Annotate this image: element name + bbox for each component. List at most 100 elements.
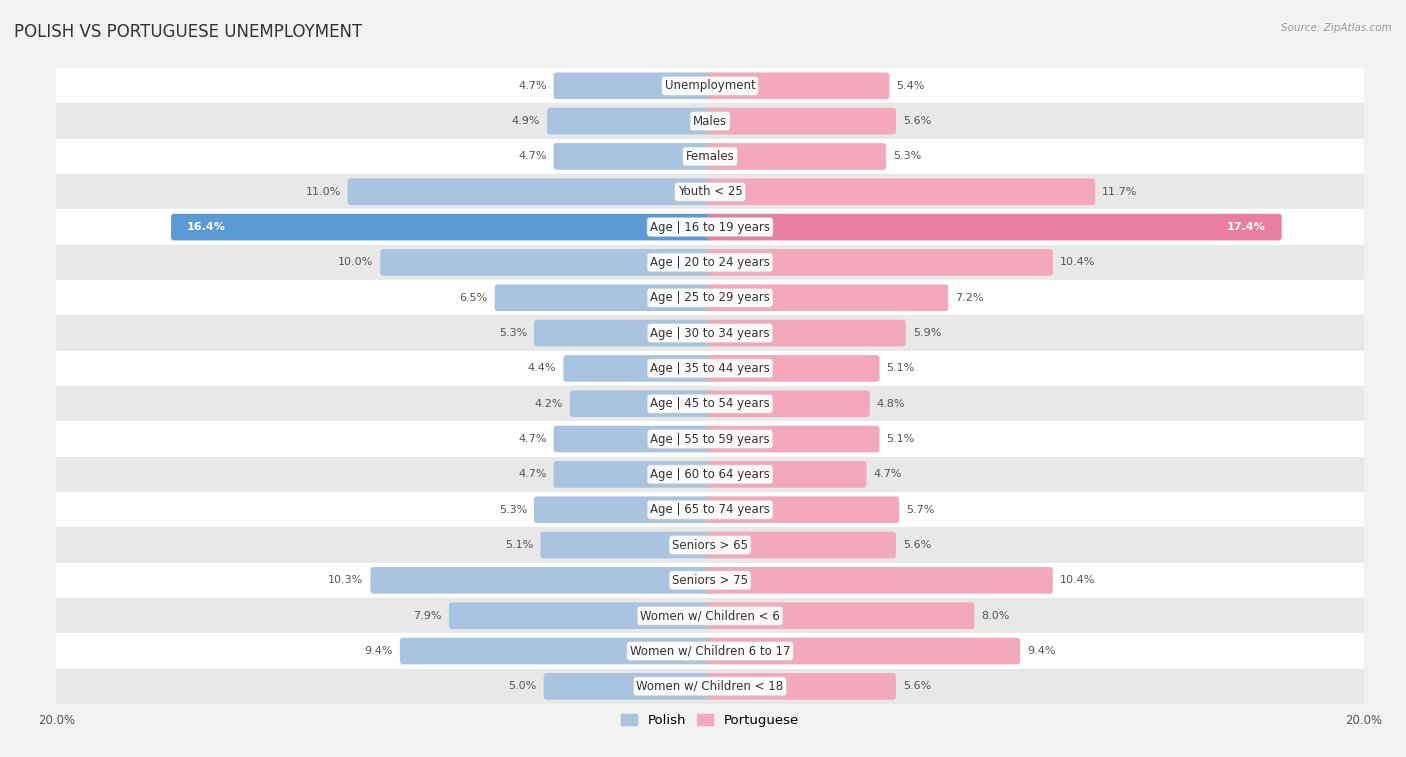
Text: Seniors > 65: Seniors > 65: [672, 538, 748, 552]
FancyBboxPatch shape: [172, 213, 713, 241]
Text: 10.4%: 10.4%: [1060, 575, 1095, 585]
FancyBboxPatch shape: [399, 637, 713, 665]
FancyBboxPatch shape: [707, 603, 974, 629]
FancyBboxPatch shape: [449, 603, 713, 629]
FancyBboxPatch shape: [569, 391, 713, 417]
FancyBboxPatch shape: [707, 143, 886, 170]
FancyBboxPatch shape: [554, 425, 713, 453]
Bar: [56, 210, 1364, 245]
Text: 5.0%: 5.0%: [509, 681, 537, 691]
Text: 5.7%: 5.7%: [905, 505, 935, 515]
Bar: [56, 68, 1364, 104]
Text: Age | 25 to 29 years: Age | 25 to 29 years: [650, 291, 770, 304]
Text: Age | 55 to 59 years: Age | 55 to 59 years: [650, 432, 770, 446]
Text: 4.7%: 4.7%: [873, 469, 903, 479]
Bar: [56, 316, 1364, 350]
Text: Females: Females: [686, 150, 734, 163]
FancyBboxPatch shape: [707, 673, 896, 699]
FancyBboxPatch shape: [564, 355, 713, 382]
FancyBboxPatch shape: [547, 107, 713, 135]
FancyBboxPatch shape: [707, 179, 1095, 205]
FancyBboxPatch shape: [707, 531, 896, 559]
Text: 4.7%: 4.7%: [517, 81, 547, 91]
FancyBboxPatch shape: [540, 531, 713, 559]
Bar: [56, 245, 1364, 280]
Text: 16.4%: 16.4%: [187, 222, 226, 232]
Text: 7.9%: 7.9%: [413, 611, 441, 621]
Text: 5.4%: 5.4%: [897, 81, 925, 91]
Text: 5.6%: 5.6%: [903, 116, 931, 126]
Text: 10.0%: 10.0%: [337, 257, 374, 267]
Bar: [56, 456, 1364, 492]
FancyBboxPatch shape: [495, 285, 713, 311]
Bar: [56, 562, 1364, 598]
Text: 9.4%: 9.4%: [1028, 646, 1056, 656]
Text: Age | 60 to 64 years: Age | 60 to 64 years: [650, 468, 770, 481]
Text: Males: Males: [693, 114, 727, 128]
Text: Age | 20 to 24 years: Age | 20 to 24 years: [650, 256, 770, 269]
Bar: [56, 280, 1364, 316]
FancyBboxPatch shape: [707, 425, 880, 453]
FancyBboxPatch shape: [554, 461, 713, 488]
Text: Age | 16 to 19 years: Age | 16 to 19 years: [650, 220, 770, 234]
Text: Age | 30 to 34 years: Age | 30 to 34 years: [650, 326, 770, 340]
FancyBboxPatch shape: [554, 143, 713, 170]
FancyBboxPatch shape: [707, 391, 870, 417]
Text: 11.7%: 11.7%: [1102, 187, 1137, 197]
FancyBboxPatch shape: [707, 355, 880, 382]
FancyBboxPatch shape: [707, 319, 905, 347]
Text: Women w/ Children 6 to 17: Women w/ Children 6 to 17: [630, 644, 790, 658]
Text: 8.0%: 8.0%: [981, 611, 1010, 621]
Text: 7.2%: 7.2%: [955, 293, 984, 303]
Bar: [56, 528, 1364, 562]
FancyBboxPatch shape: [544, 673, 713, 699]
Bar: [56, 104, 1364, 139]
FancyBboxPatch shape: [347, 179, 713, 205]
Text: 5.1%: 5.1%: [505, 540, 533, 550]
Legend: Polish, Portuguese: Polish, Portuguese: [616, 709, 804, 732]
Text: 10.3%: 10.3%: [328, 575, 364, 585]
FancyBboxPatch shape: [371, 567, 713, 593]
Text: 5.6%: 5.6%: [903, 681, 931, 691]
Bar: [56, 139, 1364, 174]
Text: Seniors > 75: Seniors > 75: [672, 574, 748, 587]
Text: 11.0%: 11.0%: [305, 187, 340, 197]
Bar: [56, 422, 1364, 456]
Text: 17.4%: 17.4%: [1227, 222, 1265, 232]
Text: 4.2%: 4.2%: [534, 399, 562, 409]
Text: 4.9%: 4.9%: [512, 116, 540, 126]
Text: 5.1%: 5.1%: [887, 363, 915, 373]
FancyBboxPatch shape: [707, 213, 1282, 241]
FancyBboxPatch shape: [534, 497, 713, 523]
Text: 4.4%: 4.4%: [527, 363, 557, 373]
Text: Age | 35 to 44 years: Age | 35 to 44 years: [650, 362, 770, 375]
FancyBboxPatch shape: [707, 285, 948, 311]
Text: 5.3%: 5.3%: [893, 151, 921, 161]
Text: 10.4%: 10.4%: [1060, 257, 1095, 267]
Text: Age | 65 to 74 years: Age | 65 to 74 years: [650, 503, 770, 516]
Bar: [56, 668, 1364, 704]
Text: Women w/ Children < 18: Women w/ Children < 18: [637, 680, 783, 693]
Text: Age | 45 to 54 years: Age | 45 to 54 years: [650, 397, 770, 410]
FancyBboxPatch shape: [707, 567, 1053, 593]
Text: 5.3%: 5.3%: [499, 328, 527, 338]
Text: 4.7%: 4.7%: [517, 151, 547, 161]
Text: 9.4%: 9.4%: [364, 646, 392, 656]
FancyBboxPatch shape: [380, 249, 713, 276]
Text: 5.1%: 5.1%: [887, 434, 915, 444]
Text: 4.7%: 4.7%: [517, 469, 547, 479]
FancyBboxPatch shape: [707, 73, 890, 99]
Text: 5.3%: 5.3%: [499, 505, 527, 515]
Text: POLISH VS PORTUGUESE UNEMPLOYMENT: POLISH VS PORTUGUESE UNEMPLOYMENT: [14, 23, 363, 41]
Bar: [56, 634, 1364, 668]
FancyBboxPatch shape: [707, 461, 866, 488]
Bar: [56, 350, 1364, 386]
Text: Unemployment: Unemployment: [665, 79, 755, 92]
Text: 4.8%: 4.8%: [877, 399, 905, 409]
Bar: [56, 492, 1364, 528]
Bar: [56, 386, 1364, 422]
Text: 5.9%: 5.9%: [912, 328, 941, 338]
Text: 4.7%: 4.7%: [517, 434, 547, 444]
Text: Source: ZipAtlas.com: Source: ZipAtlas.com: [1281, 23, 1392, 33]
FancyBboxPatch shape: [707, 497, 900, 523]
